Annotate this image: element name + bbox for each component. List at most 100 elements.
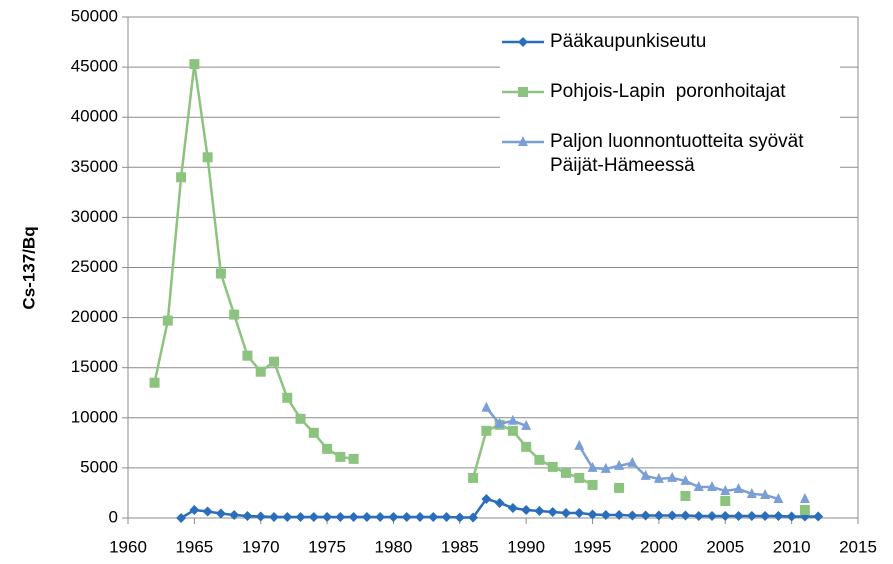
- marker: [481, 401, 492, 412]
- marker: [494, 417, 505, 428]
- marker: [269, 511, 279, 522]
- marker: [574, 439, 585, 450]
- marker: [269, 356, 279, 367]
- y-tick-label: 50000: [71, 6, 118, 25]
- marker: [415, 511, 425, 522]
- marker: [322, 511, 333, 522]
- marker: [295, 413, 306, 424]
- marker: [707, 480, 717, 491]
- marker: [229, 509, 240, 520]
- marker: [189, 504, 200, 515]
- y-tick-label: 10000: [71, 407, 118, 426]
- marker: [202, 506, 213, 517]
- marker: [640, 469, 651, 480]
- marker: [760, 488, 771, 499]
- marker: [295, 511, 306, 522]
- marker: [547, 461, 558, 472]
- marker: [534, 505, 545, 516]
- y-axis-label: Cs-137/Bq: [19, 226, 38, 309]
- marker: [149, 377, 160, 388]
- marker: [561, 467, 571, 478]
- marker: [799, 492, 810, 503]
- marker: [680, 510, 691, 521]
- marker: [653, 472, 664, 483]
- marker: [176, 513, 187, 523]
- x-tick-label: 2005: [706, 537, 744, 556]
- marker: [162, 315, 173, 326]
- marker: [494, 497, 505, 508]
- marker: [518, 37, 528, 47]
- marker: [680, 490, 691, 501]
- marker: [481, 493, 492, 504]
- marker: [680, 474, 691, 485]
- marker: [667, 471, 678, 482]
- marker: [348, 453, 359, 464]
- y-tick-label: 25000: [71, 257, 118, 276]
- marker: [733, 482, 744, 493]
- marker: [176, 172, 187, 183]
- x-tick-label: 1975: [308, 537, 346, 556]
- x-tick-label: 1995: [574, 537, 612, 556]
- marker: [215, 268, 226, 279]
- legend: Pääkaupunkiseutu Pohjois-Lapin poronhoita…: [500, 30, 840, 204]
- x-tick-label: 2010: [773, 537, 811, 556]
- marker: [614, 459, 625, 470]
- y-tick-label: 5000: [80, 457, 118, 476]
- marker: [518, 136, 528, 146]
- marker: [600, 462, 611, 473]
- marker: [335, 511, 346, 522]
- marker: [361, 511, 372, 522]
- marker: [308, 511, 319, 522]
- marker: [229, 309, 240, 320]
- marker: [428, 511, 439, 522]
- marker: [600, 509, 611, 520]
- marker: [255, 366, 266, 377]
- marker: [322, 443, 333, 454]
- marker: [441, 511, 452, 522]
- marker: [707, 510, 717, 521]
- marker: [667, 510, 678, 521]
- marker: [614, 482, 625, 493]
- marker: [507, 425, 518, 436]
- y-tick-label: 15000: [71, 357, 118, 376]
- x-tick-label: 2000: [640, 537, 678, 556]
- marker: [521, 441, 532, 452]
- marker: [627, 456, 638, 467]
- x-tick-label: 2015: [839, 537, 877, 556]
- marker: [534, 454, 545, 465]
- marker: [401, 511, 412, 522]
- marker: [773, 510, 784, 521]
- x-tick-label: 1960: [109, 537, 147, 556]
- marker: [746, 510, 757, 521]
- marker: [693, 480, 704, 491]
- marker: [215, 508, 226, 519]
- x-tick-label: 1965: [175, 537, 213, 556]
- marker: [282, 392, 293, 403]
- marker: [561, 507, 571, 518]
- marker: [653, 510, 664, 521]
- marker: [574, 507, 585, 518]
- legend-item: Pääkaupunkiseutu: [500, 30, 840, 54]
- marker: [348, 511, 359, 522]
- marker: [813, 511, 824, 522]
- legend-label: Pääkaupunkiseutu: [550, 31, 707, 52]
- marker: [773, 492, 784, 503]
- marker: [468, 512, 479, 523]
- marker: [786, 511, 797, 522]
- marker: [574, 472, 585, 483]
- marker: [507, 502, 518, 513]
- marker: [481, 425, 492, 436]
- marker: [388, 511, 399, 522]
- marker: [587, 479, 598, 490]
- marker: [521, 419, 532, 430]
- marker: [587, 509, 598, 520]
- marker: [614, 509, 625, 520]
- marker: [521, 504, 532, 515]
- y-tick-label: 20000: [71, 307, 118, 326]
- marker: [640, 510, 651, 521]
- marker: [335, 451, 346, 462]
- y-tick-label: 45000: [71, 57, 118, 76]
- legend-item: Paljon luonnontuotteita syövät Päijät-Hä…: [500, 130, 830, 178]
